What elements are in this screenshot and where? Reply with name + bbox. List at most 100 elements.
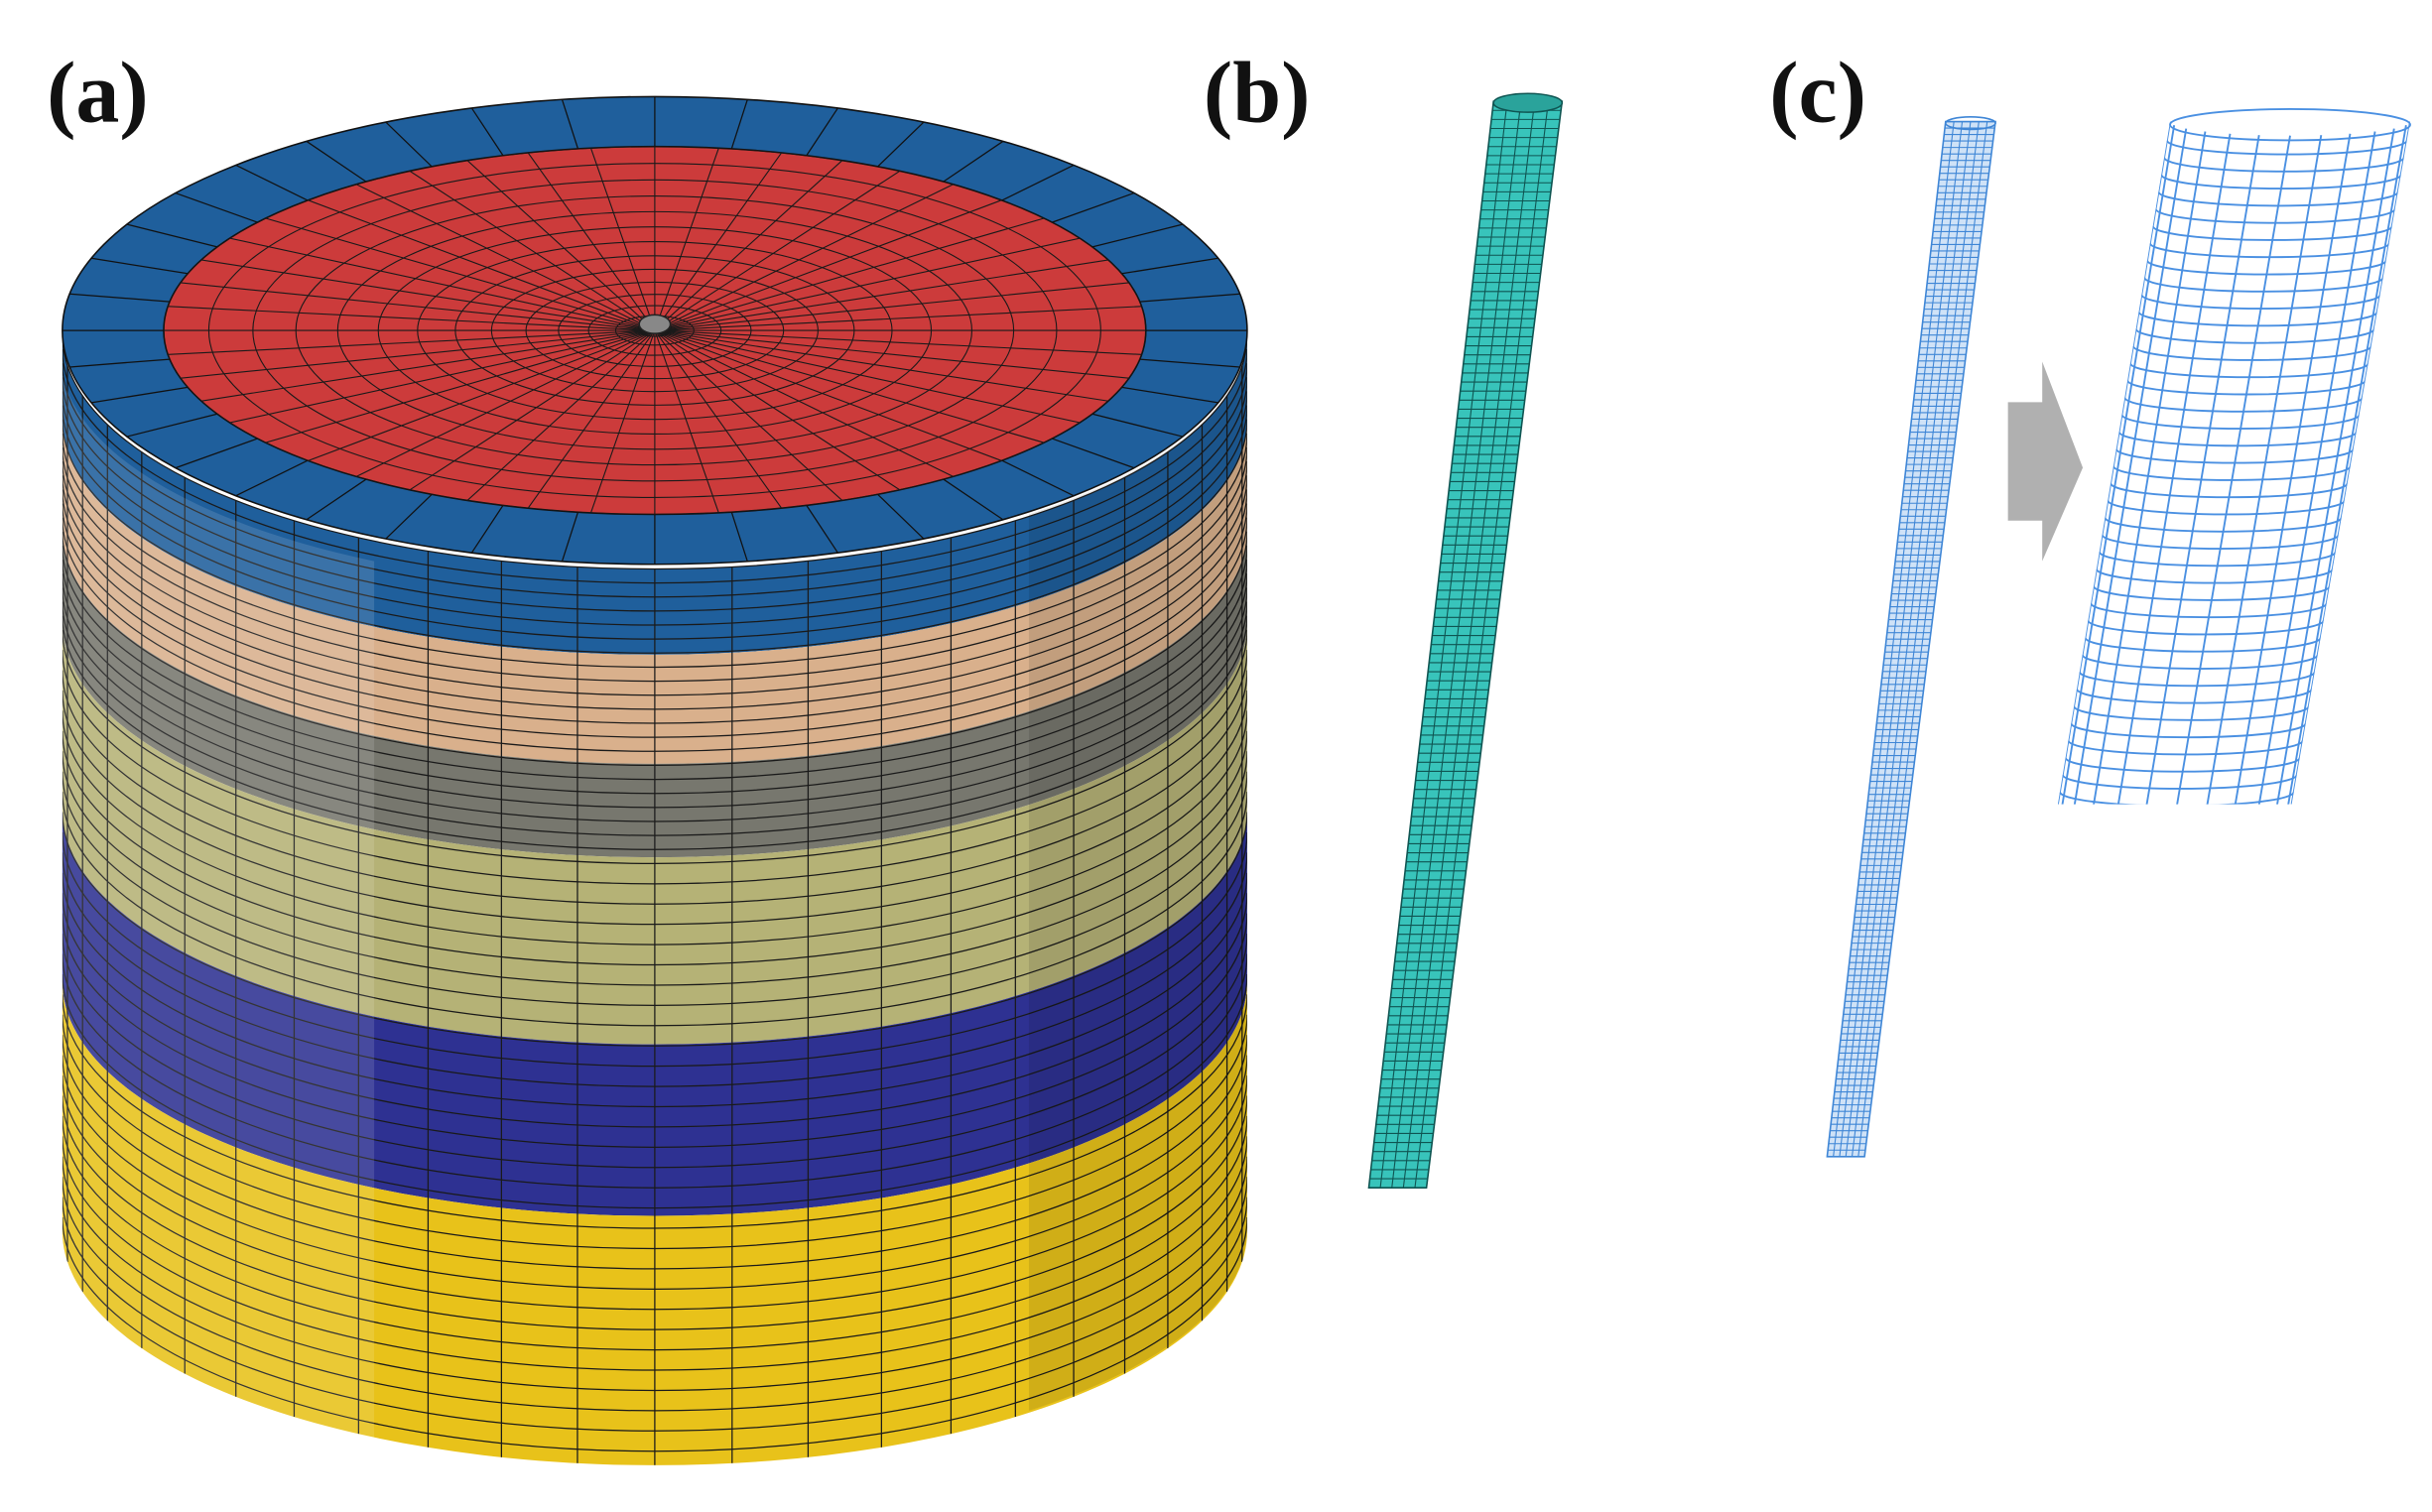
pile-mesh — [1368, 101, 1563, 1189]
mesh-line — [208, 233, 656, 331]
pile-top — [1945, 116, 1996, 131]
arrow — [2007, 361, 2084, 562]
mesh-line — [561, 99, 579, 150]
mesh-line — [654, 329, 1019, 468]
mesh-line — [306, 478, 367, 521]
mesh-line — [341, 329, 656, 485]
mesh-line — [163, 329, 655, 357]
shade — [60, 334, 375, 1450]
mesh-line — [2091, 131, 2207, 805]
mesh-line — [126, 413, 218, 438]
mesh-line — [525, 281, 785, 380]
soil-cylinder-mesh — [60, 95, 1248, 1465]
mesh-line — [561, 511, 579, 563]
mesh-line — [1391, 101, 1522, 1189]
mesh-line — [1857, 121, 1988, 1157]
mesh-line — [730, 99, 748, 150]
pile-top — [1492, 92, 1564, 113]
mesh-line — [1833, 121, 1955, 1157]
mesh-line — [654, 146, 723, 331]
mesh-line — [69, 358, 171, 368]
mesh-line — [291, 192, 656, 331]
mesh-line — [654, 329, 1146, 382]
mesh-line — [90, 257, 189, 275]
mesh-line — [654, 329, 913, 499]
mesh-line — [2072, 128, 2188, 805]
tube-top — [2169, 108, 2411, 142]
mesh-line — [163, 329, 655, 382]
mesh-line — [654, 280, 1146, 331]
mesh-line — [1139, 293, 1240, 303]
mesh-line — [397, 162, 656, 331]
mesh-line — [654, 162, 913, 331]
mesh-line — [2274, 128, 2395, 805]
mesh-line — [1121, 257, 1218, 275]
mesh-line — [1426, 101, 1563, 1189]
mesh-line — [341, 177, 656, 331]
mesh-line — [1001, 459, 1075, 497]
mesh-line — [521, 146, 656, 331]
mesh-line — [654, 233, 1101, 331]
mesh-line — [654, 329, 1101, 429]
panel-label: (c) — [1769, 46, 1866, 142]
mesh-line — [470, 505, 504, 554]
pile-meshes — [1367, 92, 2411, 1189]
mesh-line — [336, 210, 973, 450]
mesh-line — [208, 329, 656, 429]
mesh-line — [558, 294, 752, 368]
mesh-line — [246, 329, 656, 449]
mesh-line — [654, 177, 968, 331]
mesh-line — [1052, 438, 1135, 469]
mesh-line — [62, 334, 1247, 570]
mesh-line — [806, 505, 838, 554]
shade — [1028, 334, 1247, 1411]
mesh-line — [586, 329, 656, 515]
top-mesh — [62, 96, 1247, 565]
mesh-line — [654, 305, 1146, 331]
mesh-line — [246, 211, 656, 331]
mesh-line — [90, 386, 189, 404]
mesh-line — [1091, 413, 1184, 438]
mesh-line — [179, 255, 655, 331]
mesh-line — [877, 493, 925, 540]
mesh-line — [654, 329, 968, 485]
mesh-line — [730, 511, 748, 563]
mesh-line — [179, 329, 655, 406]
mesh-line — [2286, 125, 2407, 805]
pile-head — [638, 314, 672, 335]
mesh-line — [175, 191, 258, 223]
mesh-line — [385, 493, 433, 540]
mesh-line — [654, 211, 1064, 331]
mesh-line — [1139, 358, 1240, 368]
mesh-line — [654, 329, 789, 515]
mesh-line — [397, 329, 656, 499]
mesh-line — [587, 305, 722, 356]
mesh-line — [235, 459, 309, 497]
mesh-line — [207, 163, 1101, 498]
mesh-line — [1839, 121, 1964, 1157]
mesh-line — [175, 438, 258, 469]
mesh-line — [1851, 121, 1980, 1157]
mesh-line — [163, 305, 655, 331]
mesh-line — [2060, 125, 2176, 805]
mesh-line — [654, 329, 1146, 357]
mesh-line — [252, 179, 1058, 482]
mesh-line — [943, 478, 1004, 521]
mesh-line — [126, 223, 218, 248]
mesh-line — [654, 192, 1019, 331]
mesh-line — [457, 151, 656, 331]
panel-label: (a) — [47, 46, 149, 142]
mesh-line — [457, 329, 656, 510]
mesh-line — [1379, 101, 1508, 1189]
mesh-line — [1414, 101, 1550, 1189]
mesh-line — [806, 107, 838, 157]
mesh-line — [69, 293, 171, 303]
mesh-line — [163, 280, 655, 331]
mesh-line — [2143, 135, 2260, 805]
mesh-line — [654, 151, 852, 331]
panel-label: (b) — [1204, 46, 1311, 142]
mesh-line — [1121, 386, 1218, 404]
mesh-line — [490, 268, 819, 393]
mesh-line — [2256, 131, 2376, 805]
